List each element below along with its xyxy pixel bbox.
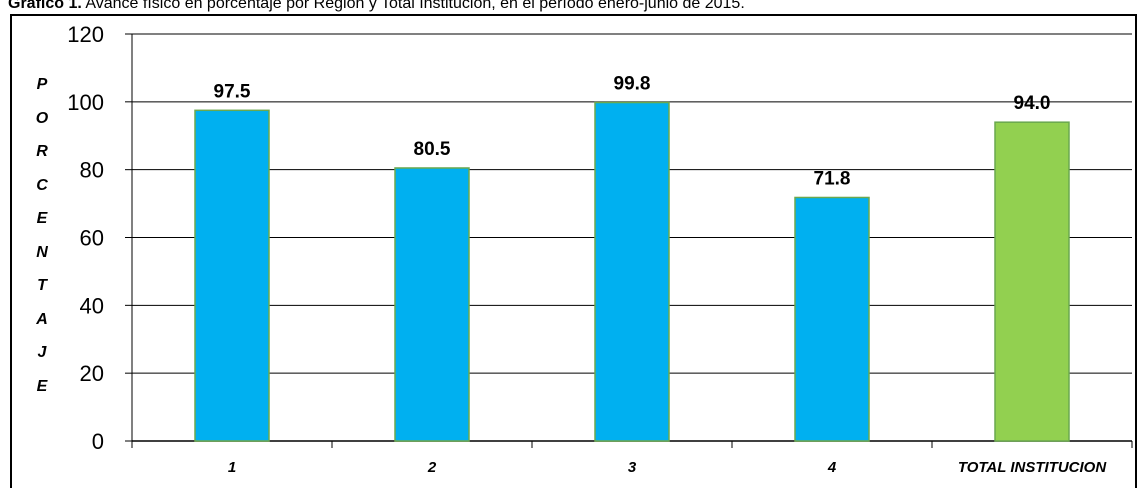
x-tick-label: 1 [228,459,236,476]
bar [194,109,270,442]
y-tick-label: 120 [67,22,104,47]
data-label: 71.8 [814,168,851,189]
data-label: 99.8 [614,74,651,95]
y-tick-label: 40 [80,293,104,318]
y-tick-label: 60 [80,226,104,251]
bar [794,196,870,442]
data-label: 97.5 [214,81,251,102]
bar [994,121,1070,442]
y-axis-label-letter: A [36,310,48,328]
caption-text: Avance físico en porcentaje por Región y… [85,0,745,12]
x-tick-label: 4 [827,459,837,476]
y-axis-label-letter: E [36,210,48,227]
data-label: 80.5 [414,139,451,160]
y-axis-label-letter: P [36,76,48,93]
y-axis-label-letter: E [36,377,48,395]
y-axis-label-letter: R [36,143,48,160]
chart-frame [10,14,1137,488]
y-axis-label-letter: C [36,176,48,194]
y-axis-label-letter: T [37,277,47,294]
x-tick-label: 2 [427,459,437,476]
x-tick-label: 3 [628,459,637,476]
y-tick-label: 80 [80,158,104,183]
caption-label: Grafico 1. [8,0,82,12]
y-axis-label-letter: N [36,243,48,261]
data-label: 94.0 [1014,93,1051,114]
x-tick-label: TOTAL INSTITUCION [958,459,1107,476]
bar [394,167,470,442]
figure-caption: Grafico 1. Avance físico en porcentaje p… [8,0,745,12]
y-tick-label: 100 [67,90,104,115]
y-tick-label: 0 [92,429,104,454]
y-axis-label-letter: O [35,109,49,127]
bar [594,101,670,442]
y-tick-label: 20 [80,361,104,386]
y-axis-label-letter: J [37,344,47,361]
